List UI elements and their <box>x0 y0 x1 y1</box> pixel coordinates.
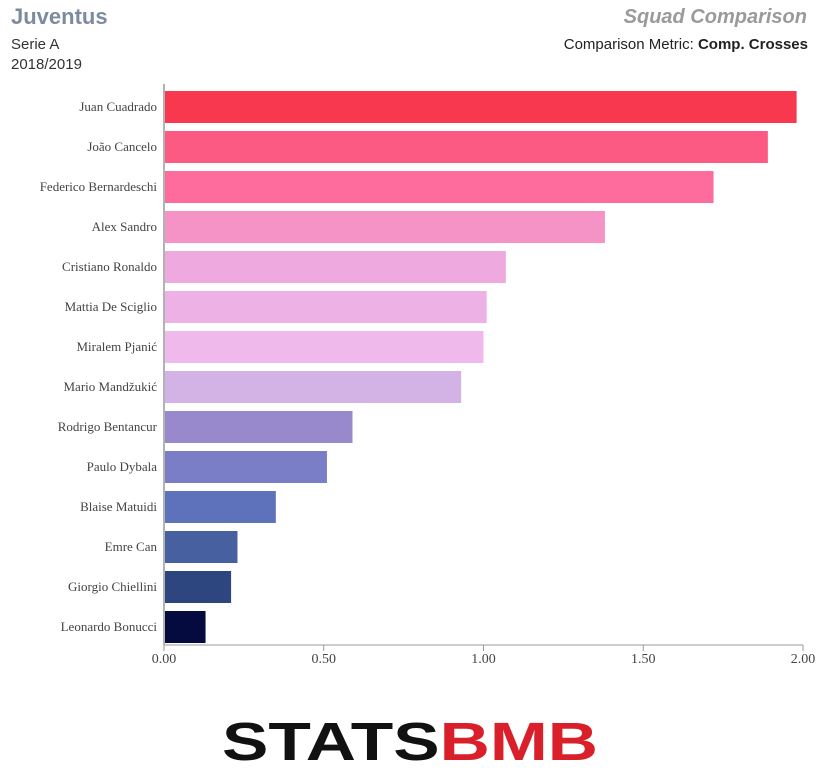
bar <box>165 171 714 203</box>
league-name: Serie A <box>11 36 60 53</box>
category-label: Cristiano Ronaldo <box>62 259 157 274</box>
x-tick-label: 0.00 <box>152 652 177 667</box>
category-label: Rodrigo Bentancur <box>58 419 158 434</box>
x-tick-label: 1.00 <box>471 652 496 667</box>
bar <box>165 331 484 363</box>
bar <box>165 251 506 283</box>
metric-value: Comp. Crosses <box>697 36 808 53</box>
category-label: Paulo Dybala <box>87 459 158 474</box>
category-label: Mario Mandžukić <box>63 379 157 394</box>
bar <box>165 611 206 643</box>
category-label: Alex Sandro <box>92 219 157 234</box>
bar <box>165 291 487 323</box>
category-label: Miralem Pjanić <box>76 339 157 354</box>
x-tick-label: 0.50 <box>312 652 337 667</box>
metric-label: Comparison Metric: <box>563 36 694 53</box>
category-label: Juan Cuadrado <box>79 99 157 114</box>
bar <box>165 411 353 443</box>
x-tick-label: 1.50 <box>631 652 656 667</box>
statsbomb-logo: STATS B MB <box>222 712 598 768</box>
category-label: Emre Can <box>105 539 158 554</box>
bar <box>165 451 327 483</box>
team-name: Juventus <box>11 4 108 29</box>
season: 2018/2019 <box>11 56 82 73</box>
bar-chart: Juan Cuadrado João Cancelo Federico Bernar… <box>40 84 816 667</box>
category-label: Giorgio Chiellini <box>68 579 157 594</box>
bar <box>165 371 462 403</box>
bar <box>165 91 797 123</box>
metric-line: Comparison Metric: Comp. Crosses <box>564 36 808 53</box>
bar <box>165 491 276 523</box>
category-label: Leonardo Bonucci <box>61 619 158 634</box>
bar <box>165 571 232 603</box>
category-label: Federico Bernardeschi <box>40 179 158 194</box>
bar <box>165 131 768 163</box>
bar <box>165 211 605 243</box>
x-tick-label: 2.00 <box>791 652 816 667</box>
logo-text: STATS B MB <box>222 712 598 768</box>
category-label: Blaise Matuidi <box>80 499 157 514</box>
chart-title: Squad Comparison <box>623 6 807 28</box>
category-label: João Cancelo <box>87 139 157 154</box>
bar <box>165 531 238 563</box>
category-label: Mattia De Sciglio <box>65 299 157 314</box>
